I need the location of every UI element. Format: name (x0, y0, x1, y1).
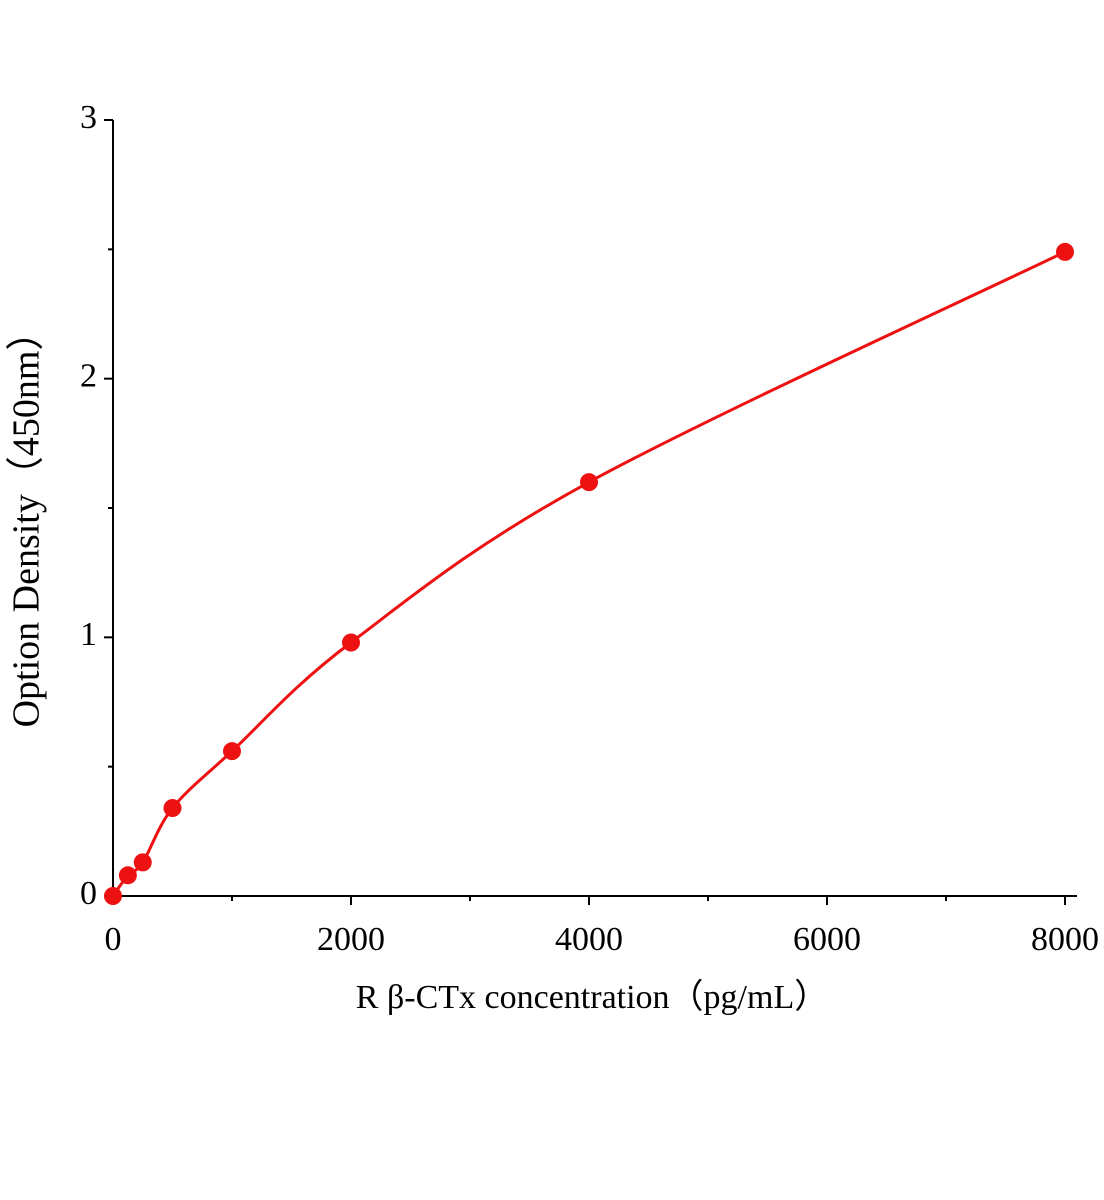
x-tick-label: 6000 (793, 921, 861, 958)
data-point (133, 853, 152, 872)
data-point (342, 633, 360, 652)
fit-curve (111, 250, 1066, 897)
y-axis-label: Option Density（450nm） (6, 313, 48, 728)
x-tick-label: 4000 (555, 921, 623, 958)
x-axis-label: R β-CTx concentration（pg/mL） (356, 978, 828, 1016)
data-point (163, 799, 182, 818)
data-point (104, 887, 122, 905)
y-tick-label: 3 (80, 99, 97, 136)
y-tick-label: 0 (80, 875, 97, 912)
x-tick-label: 8000 (1031, 921, 1099, 958)
data-point (580, 473, 598, 492)
y-tick-label: 2 (80, 357, 97, 394)
data-point (1056, 242, 1074, 261)
data-point (118, 866, 137, 885)
y-tick-label: 1 (80, 616, 97, 653)
x-tick-label: 2000 (317, 921, 385, 958)
data-point (223, 742, 241, 761)
x-tick-label: 0 (105, 921, 122, 958)
